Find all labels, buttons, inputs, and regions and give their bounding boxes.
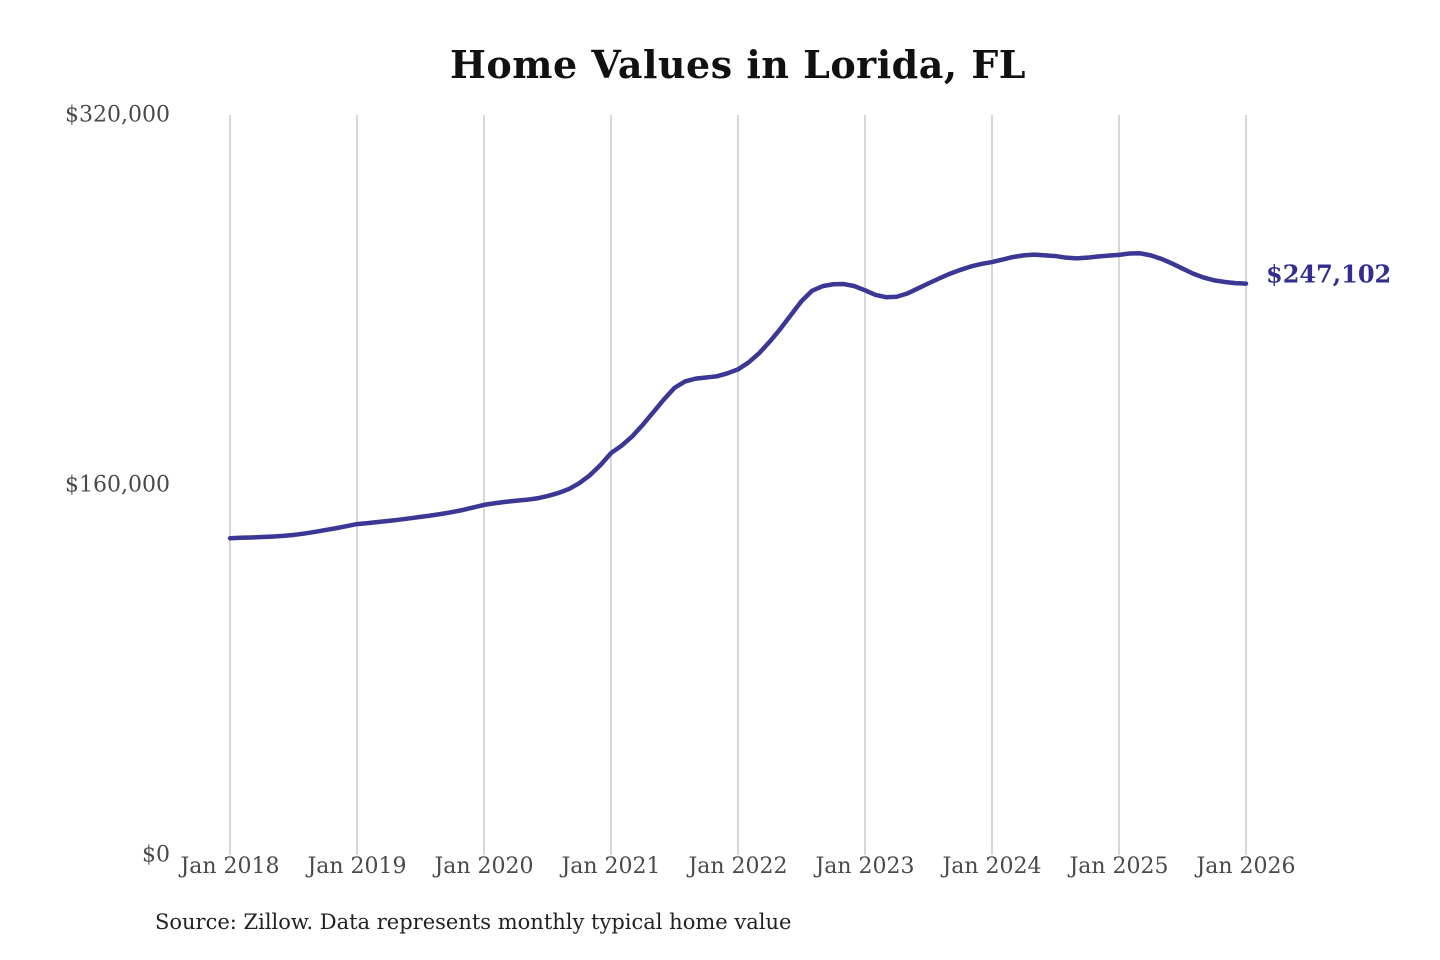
- x-axis-tick-jan-2022: Jan 2022: [688, 854, 788, 879]
- x-axis-tick-jan-2026: Jan 2026: [1196, 854, 1296, 879]
- home-value-line: [227, 251, 1249, 541]
- x-axis-tick-jan-2024: Jan 2024: [942, 854, 1042, 879]
- x-axis-tick-jan-2019: Jan 2019: [307, 854, 407, 879]
- x-axis-tick-jan-2025: Jan 2025: [1069, 854, 1169, 879]
- latest-value-label: $247,102: [1266, 259, 1392, 289]
- source-note: Source: Zillow. Data represents monthly …: [155, 910, 792, 934]
- y-axis-tick-0: $0: [142, 842, 170, 868]
- x-axis-tick-jan-2020: Jan 2020: [434, 854, 534, 879]
- y-axis-tick-160000: $160,000: [65, 472, 170, 498]
- x-axis-tick-jan-2018: Jan 2018: [180, 854, 280, 879]
- x-axis-tick-jan-2023: Jan 2023: [815, 854, 915, 879]
- y-axis-tick-320000: $320,000: [65, 102, 170, 128]
- chart-title: Home Values in Lorida, FL: [449, 42, 1026, 87]
- x-axis-tick-jan-2021: Jan 2021: [561, 854, 661, 879]
